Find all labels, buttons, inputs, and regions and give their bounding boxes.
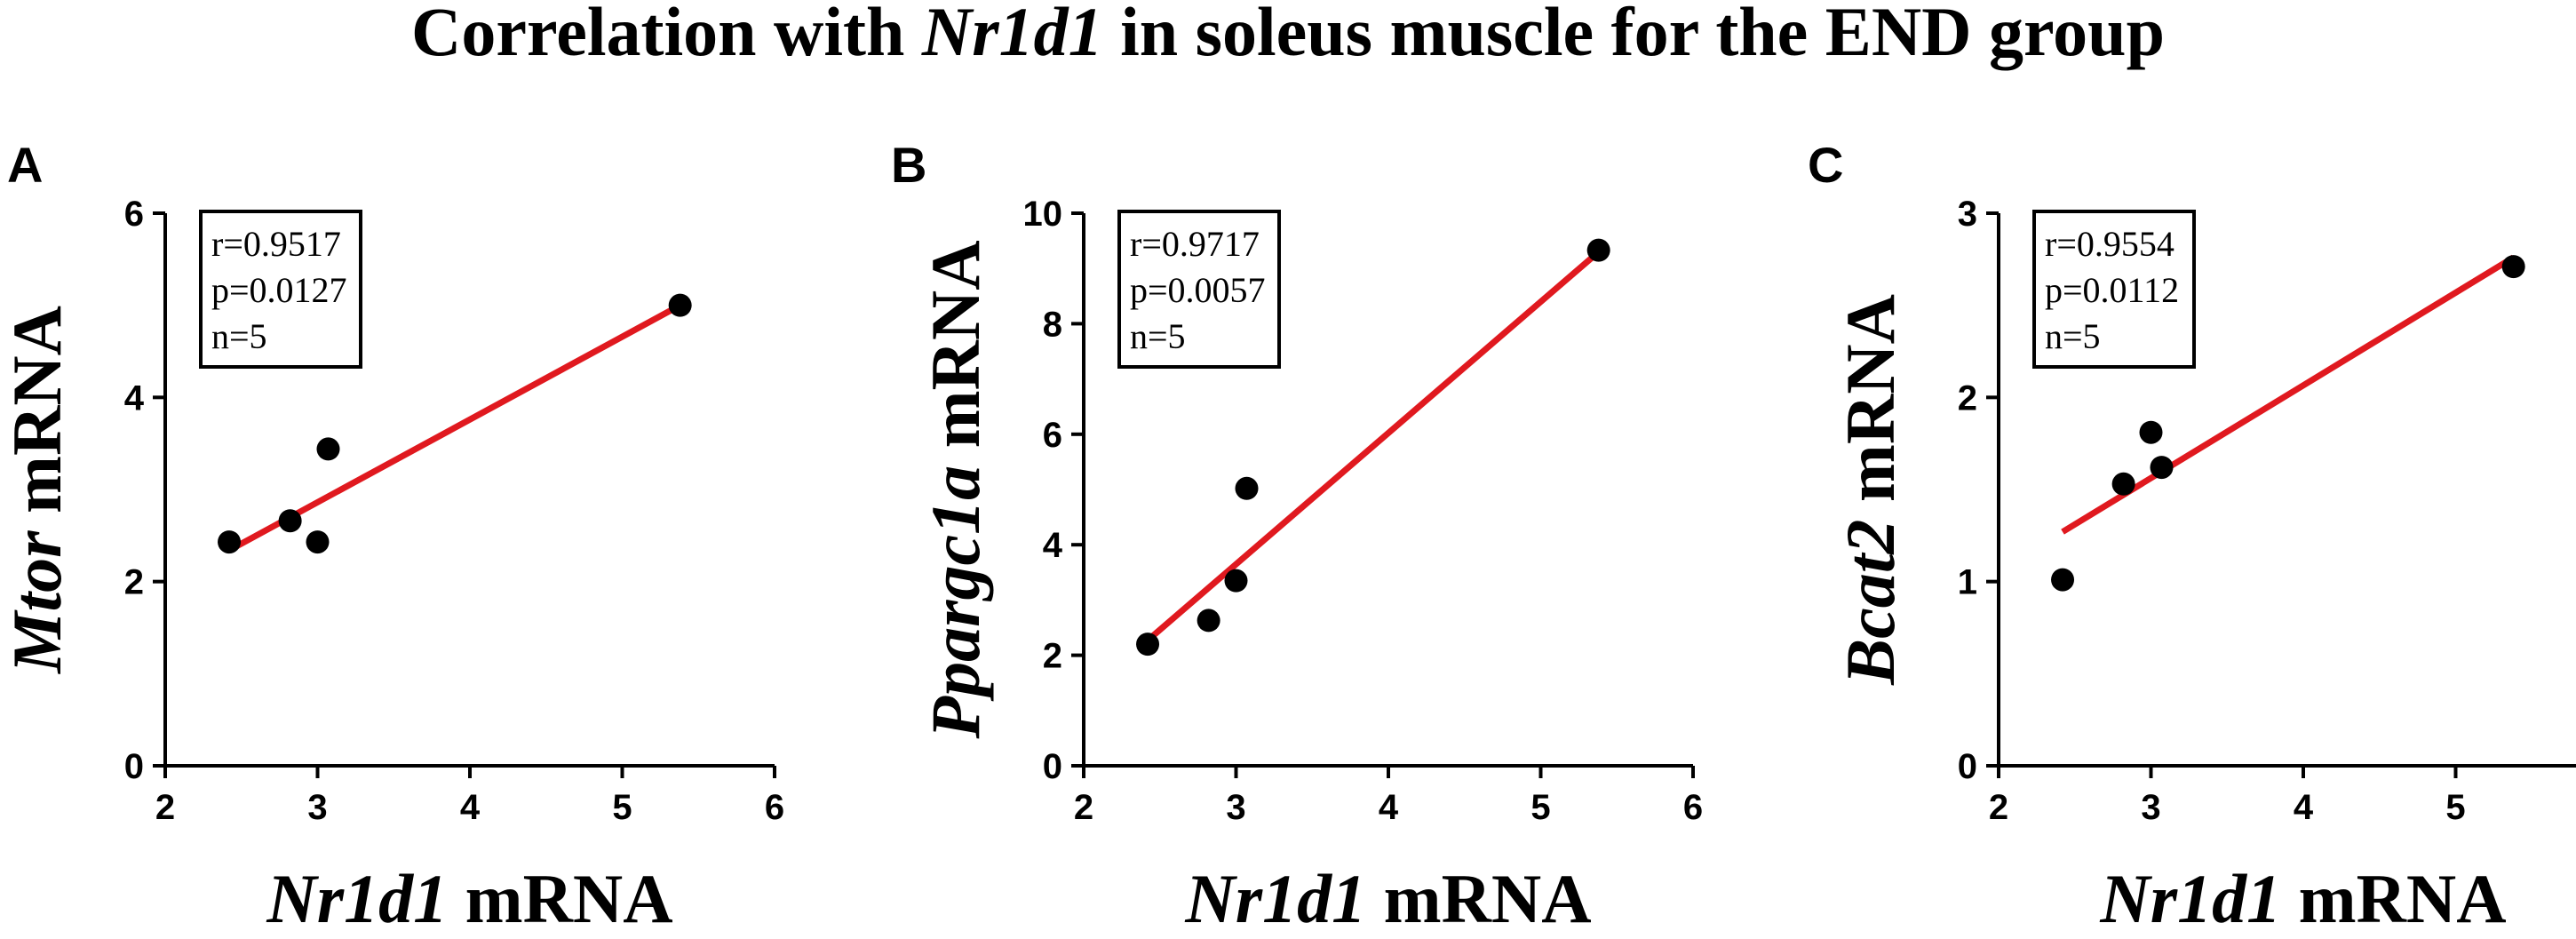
data-point xyxy=(306,530,330,554)
fit-line xyxy=(227,302,682,553)
x-tick-label: 2 xyxy=(1074,788,1093,827)
stats-line: n=5 xyxy=(2045,316,2101,356)
y-axis-title: Mtor mRNA xyxy=(0,306,76,675)
y-tick-label: 2 xyxy=(1043,637,1062,676)
x-axis-title-unit: mRNA xyxy=(1366,860,1591,937)
y-axis-title-gene: Bcat2 xyxy=(1832,520,1909,686)
y-tick-label: 8 xyxy=(1043,305,1062,344)
data-point xyxy=(2139,420,2163,444)
y-tick-label: 0 xyxy=(1958,747,1977,786)
x-axis-title-unit: mRNA xyxy=(448,860,672,937)
x-tick-label: 3 xyxy=(1226,788,1245,827)
y-tick-label: 2 xyxy=(1958,378,1977,418)
data-point xyxy=(668,293,692,317)
x-tick-label: 3 xyxy=(307,788,327,827)
stats-line: p=0.0057 xyxy=(1130,270,1266,310)
x-tick-label: 4 xyxy=(460,788,481,827)
x-axis-title-gene: Nr1d1 xyxy=(1184,860,1366,937)
y-axis-title-unit: mRNA xyxy=(0,306,76,530)
data-point xyxy=(2051,568,2075,592)
y-tick-label: 1 xyxy=(1958,563,1977,602)
y-axis-title-unit: mRNA xyxy=(917,240,994,465)
stats-line: r=0.9554 xyxy=(2045,224,2174,264)
y-axis-title: Ppargc1a mRNA xyxy=(917,240,994,739)
panel-label: A xyxy=(7,137,43,193)
x-tick-label: 5 xyxy=(2445,788,2465,827)
stats-line: n=5 xyxy=(1130,316,1186,356)
y-tick-label: 4 xyxy=(1043,526,1063,565)
x-tick-label: 2 xyxy=(1989,788,2008,827)
y-axis-title-gene: Ppargc1a xyxy=(917,466,994,740)
data-point xyxy=(316,437,340,461)
y-axis-title: Bcat2 mRNA xyxy=(1832,294,1909,686)
x-axis-title-gene: Nr1d1 xyxy=(2099,860,2281,937)
title-gene: Nr1d1 xyxy=(921,0,1103,70)
x-tick-label: 4 xyxy=(1379,788,1399,827)
y-tick-label: 2 xyxy=(124,563,144,602)
x-tick-label: 6 xyxy=(765,788,784,827)
stats-line: n=5 xyxy=(211,316,267,356)
data-point xyxy=(1586,238,1610,262)
stats-line: p=0.0127 xyxy=(211,270,347,310)
x-axis-title: Nr1d1 mRNA xyxy=(2099,860,2506,937)
y-tick-label: 6 xyxy=(124,195,144,234)
data-point xyxy=(1136,633,1160,657)
y-tick-label: 3 xyxy=(1958,195,1977,234)
x-axis-title: Nr1d1 mRNA xyxy=(1184,860,1591,937)
y-tick-label: 0 xyxy=(1043,747,1062,786)
fit-line xyxy=(1145,249,1601,643)
data-point xyxy=(2150,456,2174,480)
x-tick-label: 5 xyxy=(612,788,632,827)
data-point xyxy=(218,530,242,554)
panel-label: C xyxy=(1808,137,1843,193)
data-point xyxy=(278,509,302,533)
x-tick-label: 5 xyxy=(1530,788,1550,827)
data-point xyxy=(2111,472,2135,496)
fit-line xyxy=(2061,254,2516,535)
x-tick-label: 3 xyxy=(2141,788,2160,827)
x-tick-label: 4 xyxy=(2294,788,2314,827)
title-suffix: in soleus muscle for the END group xyxy=(1103,0,2165,70)
x-tick-label: 6 xyxy=(1683,788,1703,827)
x-axis-title: Nr1d1 mRNA xyxy=(266,860,672,937)
data-point xyxy=(1235,476,1259,500)
y-tick-label: 6 xyxy=(1043,416,1062,455)
stats-line: r=0.9717 xyxy=(1130,224,1260,264)
x-axis-title-unit: mRNA xyxy=(2281,860,2506,937)
x-axis-title-gene: Nr1d1 xyxy=(266,860,448,937)
y-axis-title-unit: mRNA xyxy=(1832,294,1909,519)
stats-box xyxy=(2032,210,2196,369)
data-point xyxy=(1197,609,1220,633)
stats-box xyxy=(199,210,362,369)
y-tick-label: 10 xyxy=(1023,195,1063,234)
title-prefix: Correlation with xyxy=(411,0,922,70)
stats-line: r=0.9517 xyxy=(211,224,341,264)
figure-title: Correlation with Nr1d1 in soleus muscle … xyxy=(411,0,2165,70)
panel-label: B xyxy=(891,137,926,193)
stats-box xyxy=(1117,210,1281,369)
data-point xyxy=(2501,255,2525,279)
y-tick-label: 0 xyxy=(124,747,144,786)
stats-line: p=0.0112 xyxy=(2045,270,2179,310)
data-point xyxy=(1224,569,1248,593)
x-tick-label: 2 xyxy=(155,788,175,827)
y-tick-label: 4 xyxy=(124,378,145,418)
y-axis-title-gene: Mtor xyxy=(0,530,76,675)
